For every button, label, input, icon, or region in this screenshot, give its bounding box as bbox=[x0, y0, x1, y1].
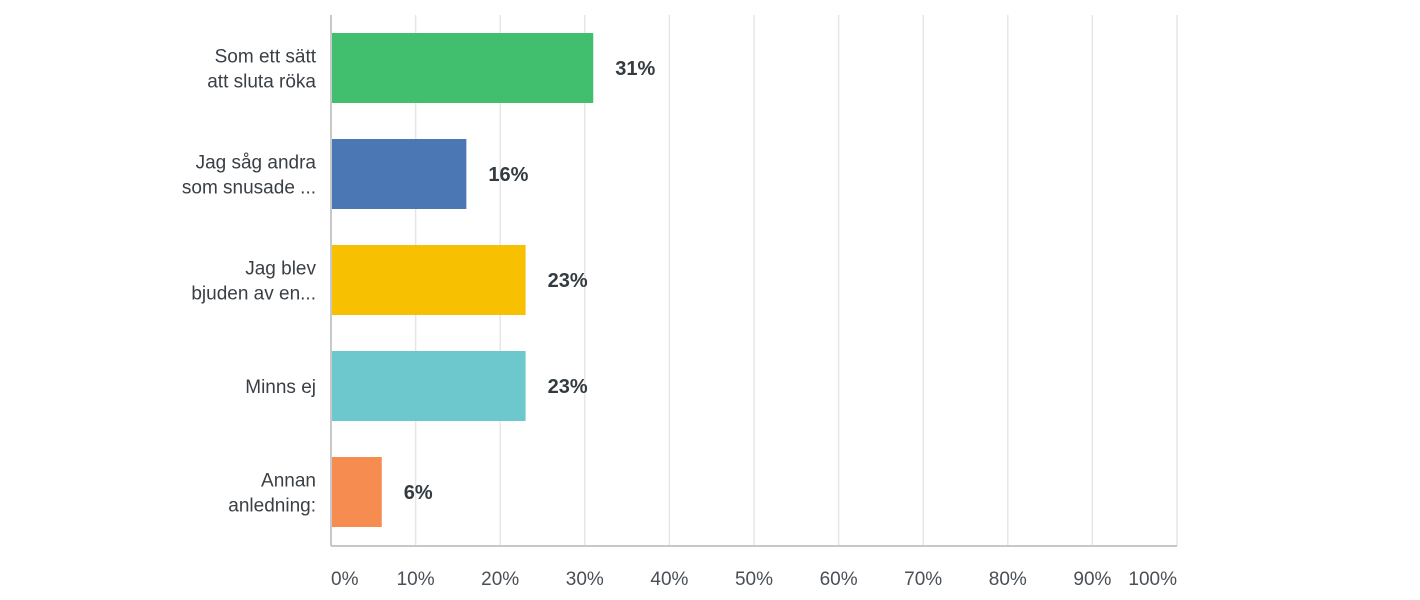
value-labels: 31% 16% 23% 23% 6% bbox=[404, 58, 656, 504]
category-labels: Som ett sätt att sluta röka Jag såg andra s… bbox=[182, 47, 317, 517]
x-tick-label: 90% bbox=[1073, 569, 1111, 590]
category-label: Jag såg andra bbox=[196, 153, 317, 174]
value-label: 23% bbox=[548, 376, 588, 398]
bar bbox=[332, 457, 382, 527]
category-label: Jag blev bbox=[245, 259, 316, 280]
value-label: 16% bbox=[488, 164, 528, 186]
x-tick-label: 30% bbox=[566, 569, 604, 590]
x-tick-label: 50% bbox=[735, 569, 773, 590]
bar bbox=[332, 245, 526, 315]
x-tick-label: 100% bbox=[1128, 569, 1177, 590]
category-label: Annan bbox=[261, 471, 316, 492]
bar bbox=[332, 33, 594, 103]
category-label: att sluta röka bbox=[207, 72, 316, 93]
value-label: 31% bbox=[615, 58, 655, 80]
x-tick-label: 70% bbox=[904, 569, 942, 590]
value-label: 6% bbox=[404, 482, 433, 504]
x-tick-label: 60% bbox=[820, 569, 858, 590]
x-tick-label: 10% bbox=[397, 569, 435, 590]
bars bbox=[332, 33, 594, 527]
axes bbox=[330, 15, 1177, 547]
category-label: anledning: bbox=[228, 496, 316, 517]
x-tick-label: 20% bbox=[481, 569, 519, 590]
x-tick-labels: 0% 10% 20% 30% 40% 50% 60% 70% 80% 90% 100% bbox=[331, 569, 1177, 590]
bar bbox=[332, 139, 467, 209]
value-label: 23% bbox=[548, 270, 588, 292]
gridlines bbox=[414, 15, 1178, 546]
x-tick-label: 0% bbox=[331, 569, 359, 590]
category-label: bjuden av en... bbox=[191, 284, 316, 305]
x-tick-label: 80% bbox=[989, 569, 1027, 590]
category-label: Minns ej bbox=[245, 377, 316, 398]
category-label: som snusade ... bbox=[182, 178, 316, 199]
category-label: Som ett sätt bbox=[215, 47, 317, 68]
bar bbox=[332, 351, 526, 421]
x-tick-label: 40% bbox=[650, 569, 688, 590]
